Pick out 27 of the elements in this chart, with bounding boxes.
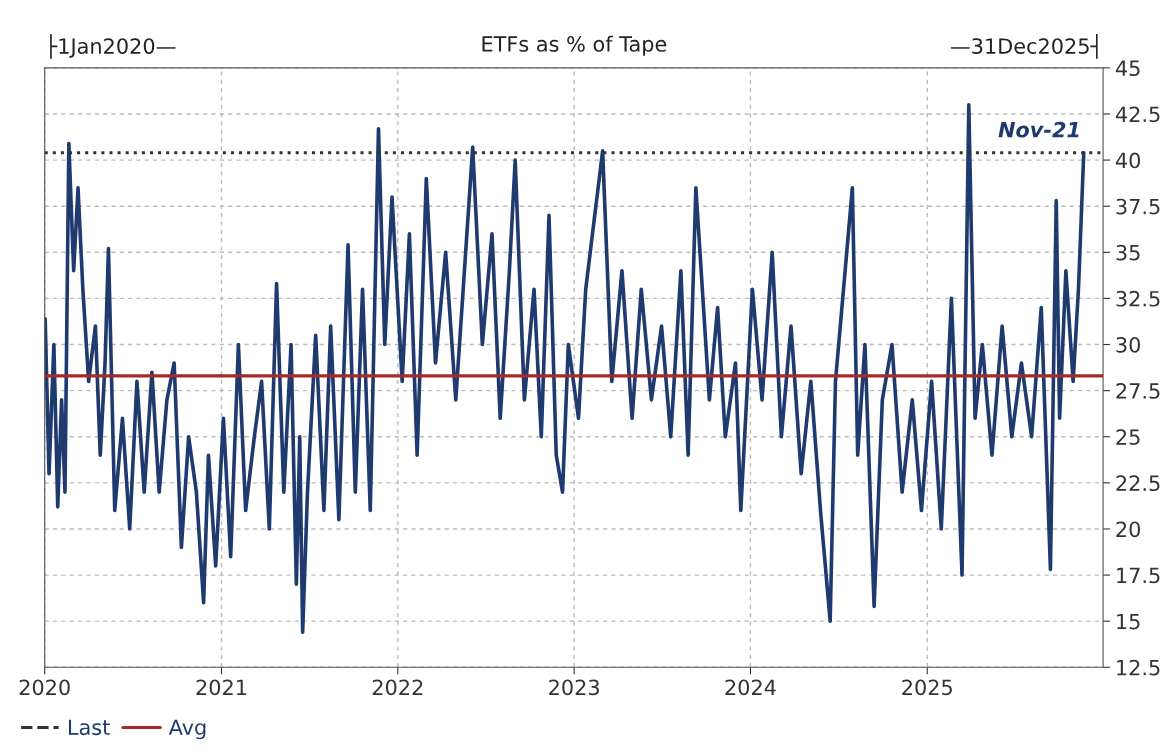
y-tick-label: 20 — [1116, 521, 1141, 538]
y-tick-label: 35 — [1116, 244, 1140, 261]
y-tick-label: 45 — [1115, 60, 1140, 77]
x-tick-label: 2023 — [549, 679, 599, 696]
y-tick-label: 32.5 — [1116, 290, 1160, 307]
x-tick-label: 2024 — [725, 679, 776, 696]
y-tick-label: 40 — [1115, 152, 1141, 169]
x-tick-label: 2025 — [902, 679, 952, 696]
chart-title: ETFs as % of Tape — [482, 35, 667, 56]
legend-label: Avg — [168, 719, 206, 740]
text: ├1Jan2020— — [50, 34, 176, 59]
y-tick-label: 42.5 — [1115, 106, 1160, 123]
x-tick-label: 2020 — [19, 679, 70, 696]
x-tick-label: 2021 — [196, 679, 247, 696]
line-series — [44, 102, 1086, 635]
y-tick-label: 12.5 — [1117, 659, 1160, 676]
y-tick-label: 37.5 — [1116, 198, 1160, 215]
text: —31Dec2025┤ — [950, 34, 1098, 59]
y-tick-label: 27.5 — [1116, 383, 1160, 399]
y-tick-label: 22.5 — [1116, 475, 1160, 492]
annotation: Nov-21 — [998, 121, 1079, 138]
y-tick-label: 15 — [1117, 613, 1140, 630]
y-tick-label: 25 — [1116, 429, 1140, 445]
y-tick-label: 30 — [1116, 336, 1141, 353]
x-tick-label: 2022 — [372, 679, 423, 696]
y-tick-label: 17.5 — [1117, 567, 1160, 584]
legend-label: Last — [68, 719, 110, 736]
